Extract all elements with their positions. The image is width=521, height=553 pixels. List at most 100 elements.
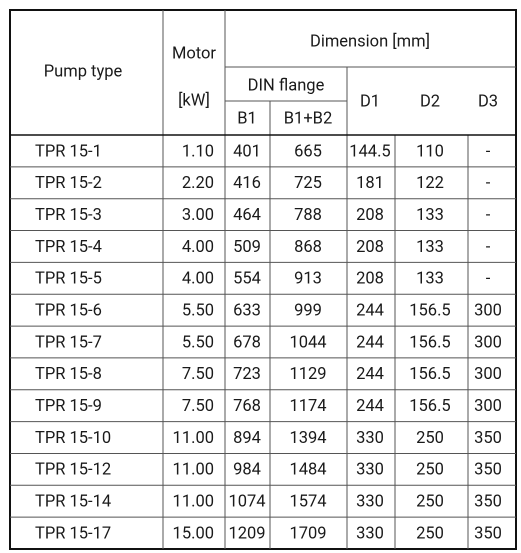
cell: 464 <box>233 206 261 225</box>
header-cell: B1 <box>237 109 257 128</box>
cell: 633 <box>233 302 261 321</box>
cell: 15.00 <box>173 524 214 543</box>
cell: 788 <box>294 206 322 225</box>
header-cell: D3 <box>478 92 498 111</box>
cell: 181 <box>356 174 384 193</box>
cell: 156.5 <box>409 333 450 352</box>
header-cell: DIN flange <box>248 76 325 95</box>
header-cell: Motor <box>172 44 216 63</box>
cell: 7.50 <box>182 365 214 384</box>
cell: 401 <box>233 142 261 161</box>
cell: 1209 <box>228 524 265 543</box>
cell: 208 <box>356 206 384 225</box>
cell: TPR 15-10 <box>35 429 111 448</box>
cell: 244 <box>356 333 384 352</box>
cell: 2.20 <box>182 174 214 193</box>
cell: 723 <box>233 365 261 384</box>
header-cell: Pump type <box>44 62 123 81</box>
cell: - <box>486 270 491 289</box>
cell: - <box>486 174 491 193</box>
cell: 144.5 <box>349 142 390 161</box>
cell: TPR 15-2 <box>35 174 102 193</box>
cell: 244 <box>356 397 384 416</box>
cell: - <box>486 238 491 257</box>
cell: 208 <box>356 270 384 289</box>
cell: 250 <box>416 493 444 512</box>
cell: 5.50 <box>182 302 214 321</box>
cell: 1394 <box>289 429 326 448</box>
cell: 156.5 <box>409 397 450 416</box>
cell: 1484 <box>289 461 326 480</box>
cell: 300 <box>474 302 502 321</box>
cell: 894 <box>233 429 261 448</box>
cell: 725 <box>294 174 322 193</box>
cell: 11.00 <box>173 461 214 480</box>
cell: TPR 15-4 <box>35 238 102 257</box>
cell: 133 <box>416 270 444 289</box>
cell: TPR 15-7 <box>35 333 102 352</box>
cell: 1044 <box>289 333 326 352</box>
cell: 250 <box>416 461 444 480</box>
cell: 300 <box>474 365 502 384</box>
cell: TPR 15-9 <box>35 397 102 416</box>
cell: 330 <box>356 493 384 512</box>
cell: 350 <box>474 429 502 448</box>
cell: TPR 15-5 <box>35 270 102 289</box>
header-cell: D2 <box>420 92 440 111</box>
cell: 554 <box>233 270 261 289</box>
cell: 350 <box>474 493 502 512</box>
cell: 11.00 <box>173 493 214 512</box>
cell: 110 <box>416 142 444 161</box>
cell: 1709 <box>289 524 326 543</box>
cell: 330 <box>356 429 384 448</box>
cell: TPR 15-12 <box>35 461 111 480</box>
cell: 244 <box>356 302 384 321</box>
cell: 1174 <box>289 397 326 416</box>
cell: 250 <box>416 429 444 448</box>
cell: 4.00 <box>182 238 214 257</box>
cell: TPR 15-17 <box>35 524 111 543</box>
cell: 133 <box>416 206 444 225</box>
cell: 7.50 <box>182 397 214 416</box>
cell: 300 <box>474 397 502 416</box>
table-border <box>9 9 517 550</box>
cell: 300 <box>474 333 502 352</box>
cell: 1.10 <box>182 142 214 161</box>
cell: 5.50 <box>182 333 214 352</box>
cell: 509 <box>233 238 261 257</box>
cell: 913 <box>294 270 322 289</box>
header-cell: D1 <box>360 92 380 111</box>
cell: TPR 15-1 <box>35 142 102 161</box>
cell: 1129 <box>289 365 326 384</box>
header-cell: [kW] <box>178 90 210 110</box>
cell: 350 <box>474 524 502 543</box>
cell: 330 <box>356 524 384 543</box>
cell: 665 <box>294 142 322 161</box>
cell: 678 <box>233 333 261 352</box>
cell: 156.5 <box>409 365 450 384</box>
cell: 244 <box>356 365 384 384</box>
cell: 984 <box>233 461 261 480</box>
cell: 133 <box>416 238 444 257</box>
cell: - <box>486 142 491 161</box>
cell: 250 <box>416 524 444 543</box>
cell: 3.00 <box>182 206 214 225</box>
cell: 768 <box>233 397 261 416</box>
cell: 156.5 <box>409 302 450 321</box>
cell: TPR 15-8 <box>35 365 102 384</box>
cell: 868 <box>294 238 322 257</box>
cell: 11.00 <box>173 429 214 448</box>
cell: TPR 15-14 <box>35 493 111 512</box>
cell: 4.00 <box>182 270 214 289</box>
cell: 416 <box>233 174 261 193</box>
cell: TPR 15-3 <box>35 206 102 225</box>
header-cell: Dimension [mm] <box>310 31 430 51</box>
cell: 330 <box>356 461 384 480</box>
cell: 122 <box>416 174 444 193</box>
cell: 350 <box>474 461 502 480</box>
cell: 1074 <box>228 493 265 512</box>
cell: 208 <box>356 238 384 257</box>
cell: 999 <box>294 302 322 321</box>
cell: - <box>486 206 491 225</box>
